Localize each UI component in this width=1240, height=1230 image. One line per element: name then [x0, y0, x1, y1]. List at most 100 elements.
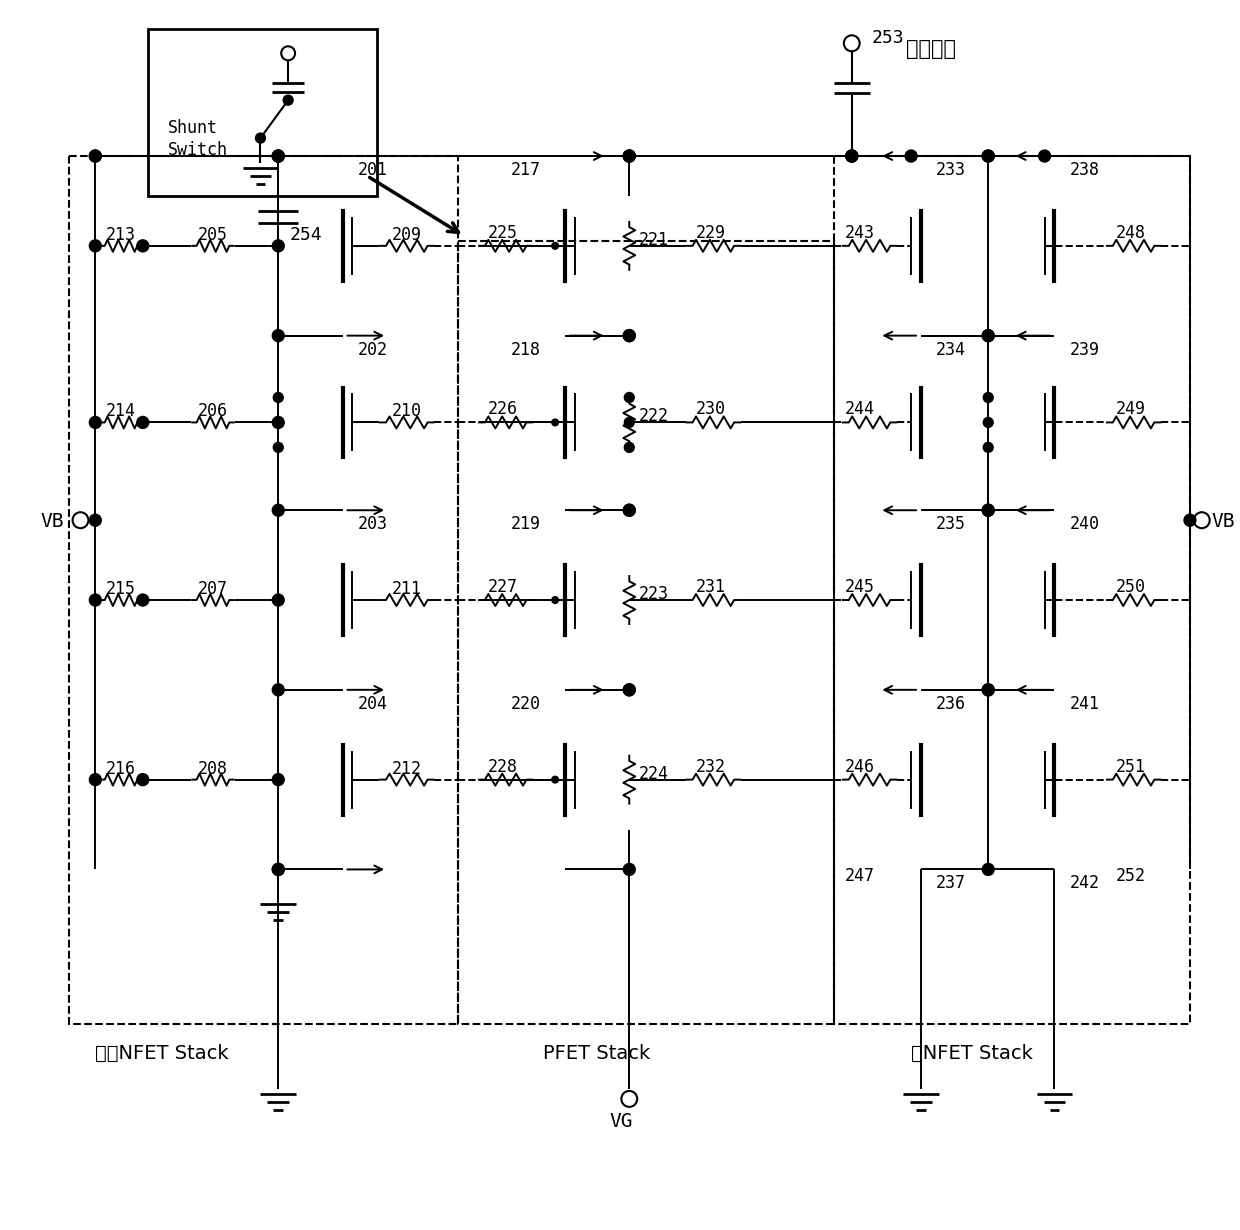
Circle shape	[983, 443, 993, 453]
Text: 248: 248	[1116, 224, 1146, 242]
Circle shape	[273, 504, 284, 517]
Circle shape	[624, 150, 635, 162]
Circle shape	[624, 504, 635, 517]
Circle shape	[624, 684, 635, 696]
Text: 227: 227	[487, 578, 518, 597]
Text: 213: 213	[107, 226, 136, 244]
Text: 247: 247	[844, 867, 875, 886]
Circle shape	[552, 776, 558, 784]
Circle shape	[552, 419, 558, 426]
Circle shape	[89, 514, 102, 526]
Circle shape	[273, 417, 283, 427]
Circle shape	[273, 150, 284, 162]
Text: 254: 254	[290, 226, 322, 244]
Bar	[835, 156, 1190, 1025]
Text: 245: 245	[844, 578, 875, 597]
Text: 249: 249	[1116, 401, 1146, 418]
Text: 252: 252	[1116, 867, 1146, 886]
Text: PFET Stack: PFET Stack	[543, 1044, 651, 1063]
Text: 232: 232	[696, 758, 725, 776]
Circle shape	[1194, 512, 1210, 528]
Circle shape	[982, 863, 994, 876]
Circle shape	[983, 392, 993, 402]
Text: 223: 223	[639, 585, 670, 603]
Text: 209: 209	[392, 226, 422, 244]
Circle shape	[281, 47, 295, 60]
Circle shape	[136, 417, 149, 428]
Circle shape	[624, 330, 635, 342]
Text: 207: 207	[198, 581, 228, 598]
Circle shape	[552, 242, 558, 250]
Text: 228: 228	[487, 758, 518, 776]
Text: 222: 222	[639, 407, 670, 426]
Text: 229: 229	[696, 224, 725, 242]
Circle shape	[89, 240, 102, 252]
Text: 244: 244	[844, 401, 875, 418]
Text: VG: VG	[610, 1112, 632, 1130]
Circle shape	[1039, 150, 1050, 162]
Circle shape	[273, 417, 284, 428]
Text: Switch: Switch	[167, 141, 227, 159]
Circle shape	[846, 150, 858, 162]
Circle shape	[273, 330, 284, 342]
Text: 251: 251	[1116, 758, 1146, 776]
Circle shape	[621, 1091, 637, 1107]
Text: VB: VB	[1211, 512, 1235, 531]
Circle shape	[273, 443, 283, 453]
Text: 205: 205	[198, 226, 228, 244]
Text: 217: 217	[511, 161, 541, 180]
Circle shape	[624, 150, 635, 162]
Circle shape	[136, 594, 149, 606]
Circle shape	[982, 504, 994, 517]
Text: 242: 242	[1069, 875, 1100, 893]
Circle shape	[273, 150, 284, 162]
Text: 221: 221	[639, 231, 670, 248]
Circle shape	[273, 863, 284, 876]
Circle shape	[982, 150, 994, 162]
Text: 210: 210	[392, 402, 422, 421]
Text: 206: 206	[198, 402, 228, 421]
Text: Shunt: Shunt	[167, 119, 217, 137]
Circle shape	[982, 684, 994, 696]
Text: 230: 230	[696, 401, 725, 418]
Text: 233: 233	[936, 161, 966, 180]
Text: 231: 231	[696, 578, 725, 597]
Circle shape	[273, 774, 284, 786]
Circle shape	[846, 150, 858, 162]
Circle shape	[844, 36, 859, 52]
Text: 235: 235	[936, 515, 966, 534]
Text: 204: 204	[357, 695, 387, 713]
Text: 220: 220	[511, 695, 541, 713]
Text: 218: 218	[511, 341, 541, 359]
Circle shape	[624, 417, 634, 427]
Circle shape	[905, 150, 918, 162]
Text: 216: 216	[107, 760, 136, 777]
Text: 226: 226	[487, 401, 518, 418]
Text: 253: 253	[872, 30, 904, 47]
Text: 236: 236	[936, 695, 966, 713]
Text: 219: 219	[511, 515, 541, 534]
Circle shape	[136, 774, 149, 786]
Text: 225: 225	[487, 224, 518, 242]
Circle shape	[982, 330, 994, 342]
Circle shape	[624, 863, 635, 876]
Text: 201: 201	[357, 161, 387, 180]
Circle shape	[624, 684, 635, 696]
Circle shape	[982, 684, 994, 696]
Circle shape	[273, 240, 284, 252]
Circle shape	[255, 133, 265, 143]
Circle shape	[283, 95, 293, 105]
Text: 212: 212	[392, 760, 422, 777]
Circle shape	[89, 150, 102, 162]
Text: 239: 239	[1069, 341, 1100, 359]
Circle shape	[1184, 514, 1195, 526]
Circle shape	[273, 392, 283, 402]
Text: 241: 241	[1069, 695, 1100, 713]
Circle shape	[624, 330, 635, 342]
Circle shape	[89, 774, 102, 786]
Text: 主NFET Stack: 主NFET Stack	[911, 1044, 1033, 1063]
Circle shape	[624, 150, 635, 162]
Bar	[459, 241, 835, 1025]
Text: 250: 250	[1116, 578, 1146, 597]
Text: 211: 211	[392, 581, 422, 598]
